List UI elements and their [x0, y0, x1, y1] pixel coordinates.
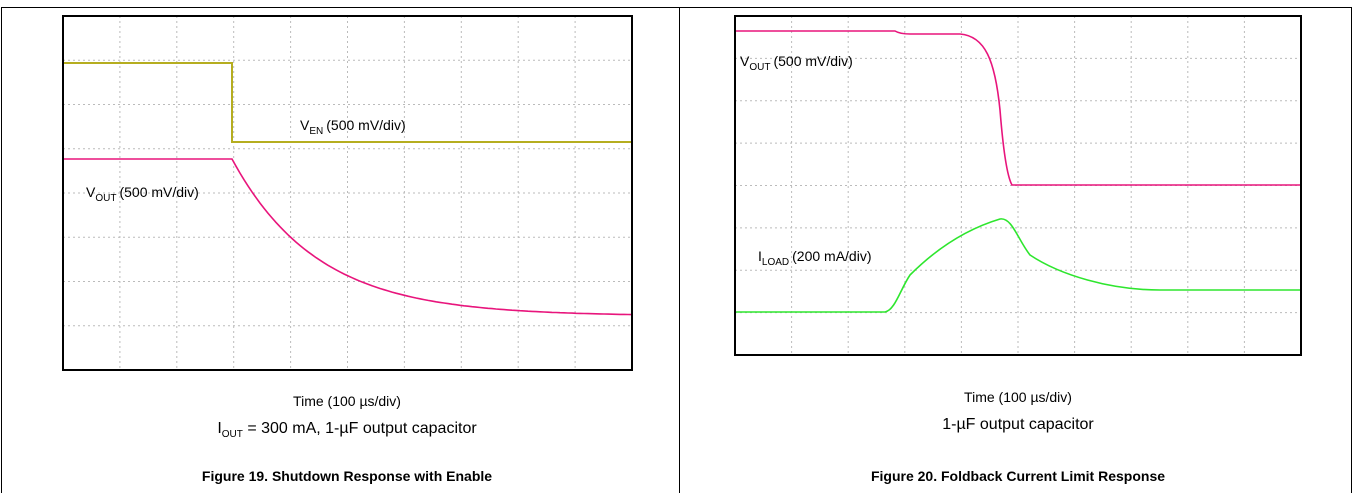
trace-label: ILOAD (200 mA/div) [758, 248, 871, 268]
scope-figure-20: VOUT (500 mV/div) ILOAD (200 mA/div) [734, 15, 1302, 356]
scope-figure-19: VEN (500 mV/div) VOUT (500 mV/div) [62, 15, 633, 371]
figure-caption: Figure 19. Shutdown Response with Enable [202, 468, 492, 484]
figure-caption: Figure 20. Foldback Current Limit Respon… [871, 468, 1165, 484]
table-borders [1, 7, 1352, 493]
condition: IOUT = 300 mA, 1-µF output capacitor [217, 420, 477, 440]
enable-trace [63, 62, 632, 143]
vout-trace [735, 30, 1301, 186]
trace-label: VEN (500 mV/div) [300, 117, 406, 137]
trace-label: VOUT (500 mV/div) [86, 184, 199, 204]
trace-label: VOUT (500 mV/div) [740, 53, 853, 73]
time-label: Time (100 µs/div) [293, 393, 401, 409]
time-label: Time (100 µs/div) [964, 389, 1072, 405]
iload-trace [735, 218, 1301, 313]
vout-trace [63, 158, 633, 316]
scope-frame [62, 15, 633, 371]
condition: 1-µF output capacitor [942, 416, 1094, 433]
scope-frame [734, 15, 1302, 356]
